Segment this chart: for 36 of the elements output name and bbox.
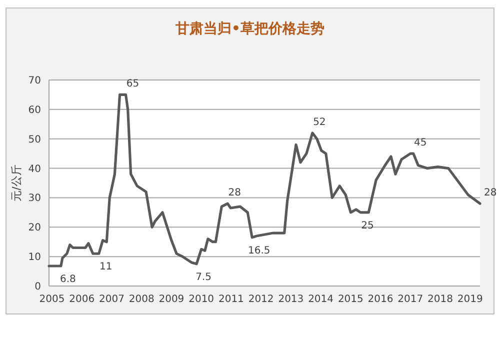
x-tick-label: 2005 [39,294,65,305]
x-tick-label: 2015 [338,294,364,305]
x-tick-label: 2019 [457,294,483,305]
annotation: 28 [484,188,497,199]
x-tick-label: 2007 [98,294,124,305]
x-tick-label: 2012 [248,294,274,305]
annotation: 65 [126,78,140,90]
x-tick-label: 2017 [398,294,424,305]
annotation: 52 [313,116,326,128]
y-tick-label: 50 [28,134,41,146]
x-tick-label: 2009 [158,294,184,305]
annotation: 6.8 [60,274,76,285]
x-tick-label: 2010 [188,294,214,305]
x-tick-label: 2018 [428,294,453,305]
x-tick-label: 2016 [368,294,394,305]
x-tick-label: 2013 [278,294,304,305]
y-tick-label: 40 [28,164,41,175]
y-tick-label: 60 [28,104,41,116]
annotation: 11 [100,262,112,273]
y-axis-title: 元/公斤 [10,164,23,202]
x-tick-label: 2011 [218,294,244,305]
annotation: 45 [414,138,427,149]
y-tick-label: 70 [28,76,41,86]
y-tick-label: 10 [28,252,41,264]
annotation: 28 [228,188,241,199]
chart-title: 甘肃当归•草把价格走势 [174,21,324,37]
y-tick-label: 0 [34,282,41,292]
annotation: 25 [361,220,374,232]
line-series [48,93,482,268]
annotation: 16.5 [248,245,270,256]
y-tick-label: 30 [28,193,41,204]
x-tick-label: 2006 [69,294,95,305]
x-tick-label: 2008 [128,294,154,305]
x-tick-label: 2014 [308,294,334,305]
y-tick-label: 20 [28,222,41,234]
annotation: 7.5 [196,272,212,283]
